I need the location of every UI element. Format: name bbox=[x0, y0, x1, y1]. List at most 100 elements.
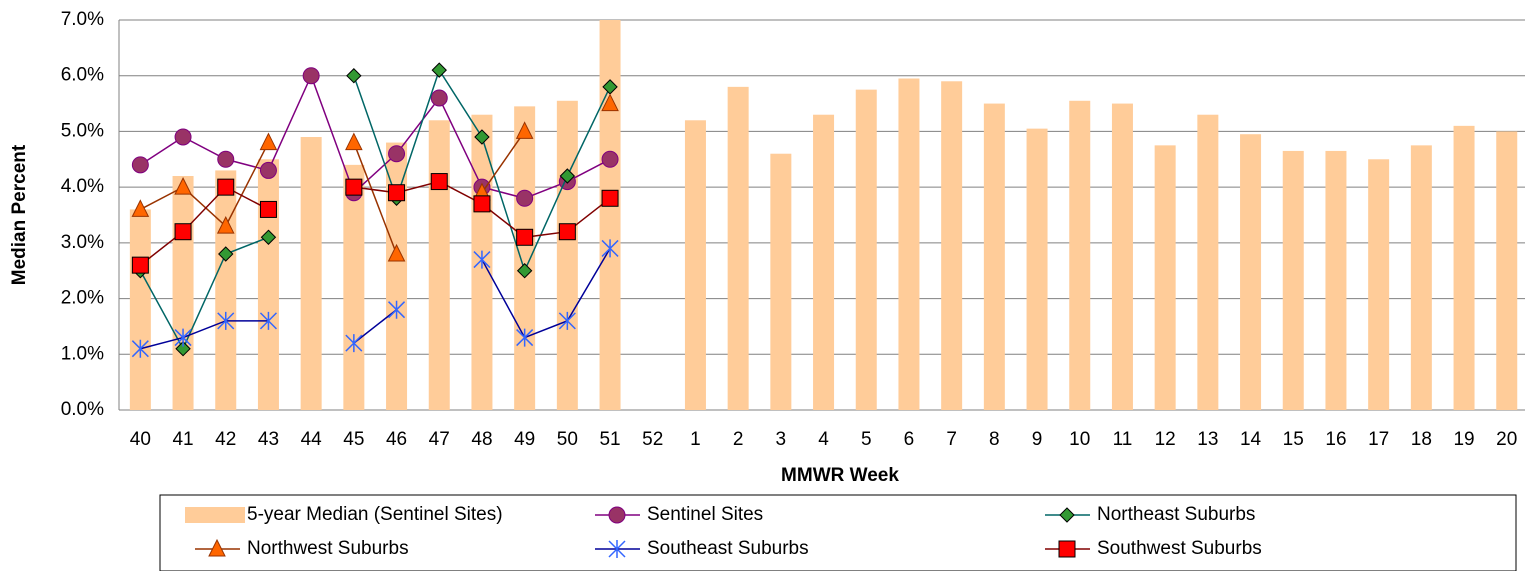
bar bbox=[1410, 145, 1432, 410]
legend-label: Northwest Suburbs bbox=[247, 538, 409, 559]
line bbox=[139, 180, 611, 266]
x-tick-label: 47 bbox=[429, 429, 450, 450]
bar bbox=[727, 86, 749, 410]
marker bbox=[345, 178, 363, 196]
x-tick-label: 45 bbox=[343, 429, 364, 450]
line bbox=[140, 248, 611, 350]
marker bbox=[260, 229, 277, 245]
marker bbox=[474, 129, 490, 145]
bar bbox=[1197, 114, 1219, 410]
legend-swatch bbox=[185, 507, 245, 523]
bar bbox=[1069, 100, 1091, 411]
x-tick-label: 8 bbox=[989, 429, 1000, 450]
marker bbox=[346, 68, 362, 84]
marker bbox=[601, 150, 619, 168]
marker bbox=[216, 216, 235, 234]
x-tick-label: 42 bbox=[215, 429, 236, 450]
x-tick-label: 41 bbox=[172, 429, 193, 450]
marker bbox=[516, 189, 534, 207]
marker bbox=[131, 199, 150, 217]
x-tick-label: 15 bbox=[1283, 429, 1304, 450]
marker bbox=[388, 300, 406, 319]
bar bbox=[855, 89, 877, 411]
x-tick-label: 6 bbox=[904, 429, 915, 450]
bar bbox=[1240, 134, 1262, 410]
marker bbox=[131, 339, 149, 358]
x-tick-label: 3 bbox=[776, 429, 787, 450]
marker bbox=[259, 161, 277, 179]
marker bbox=[473, 195, 491, 213]
x-tick-label: 2 bbox=[733, 429, 744, 450]
bar bbox=[514, 106, 536, 410]
marker bbox=[516, 328, 534, 347]
x-tick-label: 10 bbox=[1069, 429, 1090, 450]
marker bbox=[558, 311, 576, 330]
marker bbox=[430, 173, 448, 191]
marker bbox=[302, 67, 320, 85]
x-tick-label: 43 bbox=[258, 429, 279, 450]
marker bbox=[516, 263, 533, 279]
bar bbox=[129, 209, 151, 410]
x-tick-label: 44 bbox=[301, 429, 323, 450]
x-tick-label: 17 bbox=[1368, 429, 1389, 450]
marker bbox=[217, 311, 235, 330]
bar bbox=[257, 159, 279, 410]
y-tick-label: 6.0% bbox=[61, 65, 104, 86]
y-tick-label: 2.0% bbox=[61, 288, 104, 309]
legend-label: Southwest Suburbs bbox=[1097, 538, 1262, 559]
bar bbox=[1496, 131, 1518, 410]
x-tick-label: 48 bbox=[471, 429, 492, 450]
bar bbox=[1111, 103, 1133, 411]
x-tick-label: 1 bbox=[690, 429, 701, 450]
bar bbox=[599, 20, 621, 410]
x-tick-label: 9 bbox=[1032, 429, 1043, 450]
y-tick-label: 4.0% bbox=[61, 176, 104, 197]
marker bbox=[345, 132, 363, 151]
bar bbox=[983, 103, 1005, 411]
legend-marker bbox=[1059, 507, 1075, 523]
marker bbox=[516, 228, 534, 246]
marker bbox=[388, 184, 406, 202]
bar bbox=[770, 153, 792, 410]
bar bbox=[300, 137, 322, 410]
legend-marker bbox=[608, 506, 626, 524]
marker bbox=[601, 189, 619, 207]
y-axis-label: Median Percent bbox=[9, 144, 30, 285]
x-tick-label: 13 bbox=[1197, 429, 1218, 450]
marker bbox=[259, 200, 277, 218]
legend-box bbox=[159, 494, 1517, 571]
bar bbox=[1325, 150, 1347, 410]
x-tick-label: 46 bbox=[386, 429, 407, 450]
marker bbox=[558, 223, 576, 241]
legend-marker bbox=[1058, 540, 1076, 558]
x-tick-label: 20 bbox=[1496, 429, 1517, 450]
x-tick-label: 19 bbox=[1453, 429, 1474, 450]
bar bbox=[1026, 128, 1048, 410]
bar bbox=[386, 142, 408, 411]
x-tick-label: 51 bbox=[599, 429, 620, 450]
bar bbox=[1282, 150, 1304, 410]
x-tick-label: 40 bbox=[130, 429, 151, 450]
marker bbox=[515, 121, 534, 139]
bar bbox=[684, 120, 706, 411]
x-tick-label: 52 bbox=[642, 429, 663, 450]
marker bbox=[131, 156, 149, 174]
x-axis-label: MMWR Week bbox=[781, 465, 899, 486]
x-tick-label: 50 bbox=[557, 429, 578, 450]
bar bbox=[898, 78, 920, 410]
marker bbox=[174, 177, 192, 195]
marker bbox=[259, 132, 278, 151]
bar bbox=[813, 114, 835, 410]
x-tick-label: 4 bbox=[818, 429, 829, 450]
x-tick-label: 12 bbox=[1155, 429, 1176, 450]
legend-label: 5-year Median (Sentinel Sites) bbox=[247, 504, 503, 525]
x-tick-label: 5 bbox=[861, 429, 872, 450]
y-tick-label: 5.0% bbox=[61, 120, 104, 141]
x-tick-label: 18 bbox=[1411, 429, 1432, 450]
marker bbox=[388, 145, 406, 163]
marker bbox=[431, 62, 447, 78]
marker bbox=[345, 334, 363, 353]
bar bbox=[428, 120, 450, 411]
marker bbox=[259, 311, 277, 330]
